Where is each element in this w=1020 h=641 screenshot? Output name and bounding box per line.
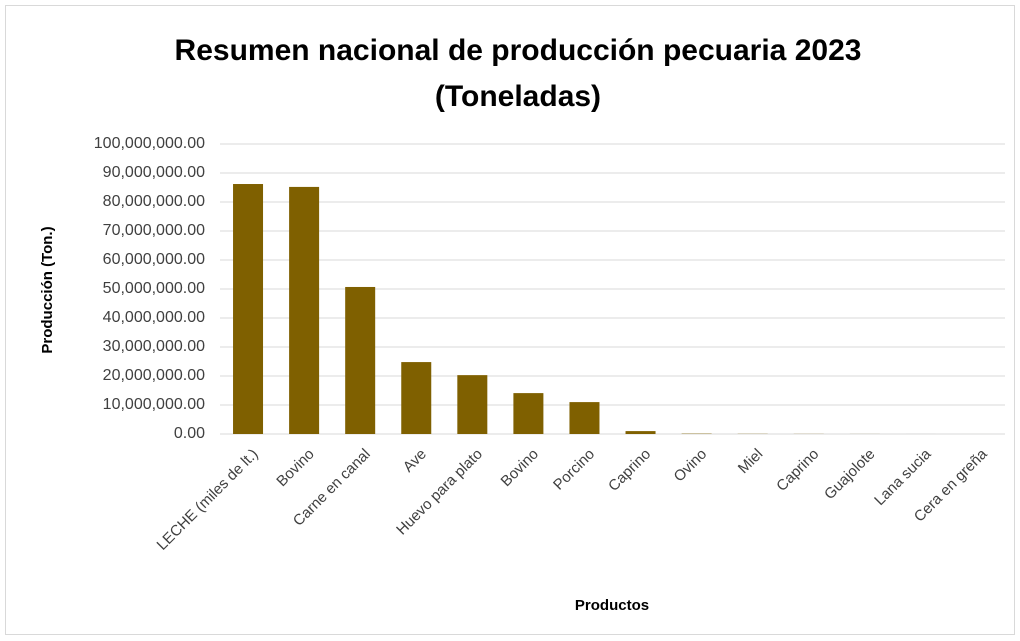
y-tick-label: 90,000,000.00 bbox=[103, 164, 205, 181]
bar bbox=[401, 362, 432, 434]
y-tick-label: 80,000,000.00 bbox=[103, 193, 205, 210]
y-tick-label: 10,000,000.00 bbox=[103, 396, 205, 413]
y-tick-label: 100,000,000.00 bbox=[94, 135, 205, 152]
bar bbox=[569, 402, 600, 434]
y-tick-label: 40,000,000.00 bbox=[103, 309, 205, 326]
x-axis-title: Productos bbox=[575, 597, 649, 614]
chart-border bbox=[5, 5, 1015, 635]
y-tick-label: 60,000,000.00 bbox=[103, 251, 205, 268]
y-tick-label: 30,000,000.00 bbox=[103, 338, 205, 355]
bar bbox=[233, 184, 264, 434]
y-tick-label: 20,000,000.00 bbox=[103, 367, 205, 384]
y-tick-label: 50,000,000.00 bbox=[103, 280, 205, 297]
chart-title: Resumen nacional de producción pecuaria … bbox=[175, 34, 862, 67]
bar bbox=[625, 431, 656, 434]
bar bbox=[289, 186, 320, 434]
chart-subtitle: (Toneladas) bbox=[435, 80, 601, 113]
y-tick-label: 0.00 bbox=[174, 425, 205, 442]
y-axis-title: Producción (Ton.) bbox=[39, 226, 56, 353]
bar bbox=[457, 375, 488, 434]
bar bbox=[513, 393, 544, 434]
bar bbox=[345, 286, 376, 434]
y-tick-label: 70,000,000.00 bbox=[103, 222, 205, 239]
